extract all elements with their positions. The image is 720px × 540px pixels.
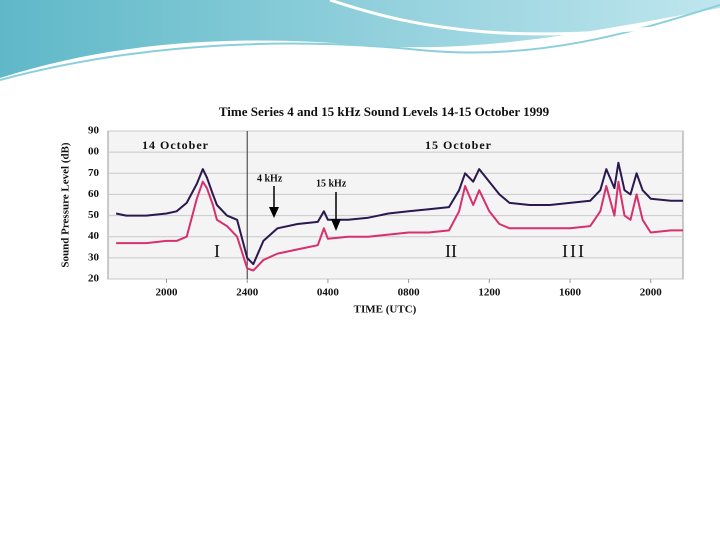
y-tick-label: 90 xyxy=(88,125,100,137)
period-label: III xyxy=(562,241,586,261)
plot-area xyxy=(107,130,684,280)
chart-title: Time Series 4 and 15 kHz Sound Levels 14… xyxy=(219,104,550,119)
x-tick-label: 2000 xyxy=(156,287,179,299)
series-line xyxy=(115,161,683,266)
arrow-head xyxy=(331,219,341,231)
date-label: 14 October xyxy=(142,138,209,152)
arrow-label: 4 kHz xyxy=(257,173,283,184)
period-label: I xyxy=(214,241,220,261)
arrow-label: 15 kHz xyxy=(316,178,347,189)
x-tick-label: 0400 xyxy=(317,287,340,299)
x-tick-label: 2000 xyxy=(640,287,663,299)
period-label: II xyxy=(445,241,457,261)
x-tick-label: 2400 xyxy=(236,287,259,299)
y-tick-label: 60 xyxy=(88,188,100,200)
x-tick-label: 0800 xyxy=(398,287,421,299)
x-axis-label: TIME (UTC) xyxy=(354,304,417,316)
y-axis-label: Sound Pressure Level (dB) xyxy=(60,142,72,268)
series-line xyxy=(116,180,683,272)
y-tick-label: 70 xyxy=(88,167,100,179)
x-tick-label: 1200 xyxy=(478,287,501,299)
y-tick-label: 20 xyxy=(88,273,100,285)
arrow-head xyxy=(269,207,279,218)
y-tick-label: 50 xyxy=(88,209,100,221)
header-swoosh xyxy=(0,0,720,78)
y-tick-label: 40 xyxy=(88,230,100,242)
y-tick-label: 30 xyxy=(88,251,100,263)
x-tick-label: 1600 xyxy=(559,287,582,299)
date-label: 15 October xyxy=(425,138,492,152)
y-tick-label: 00 xyxy=(88,146,100,158)
header-highlight xyxy=(329,0,720,36)
